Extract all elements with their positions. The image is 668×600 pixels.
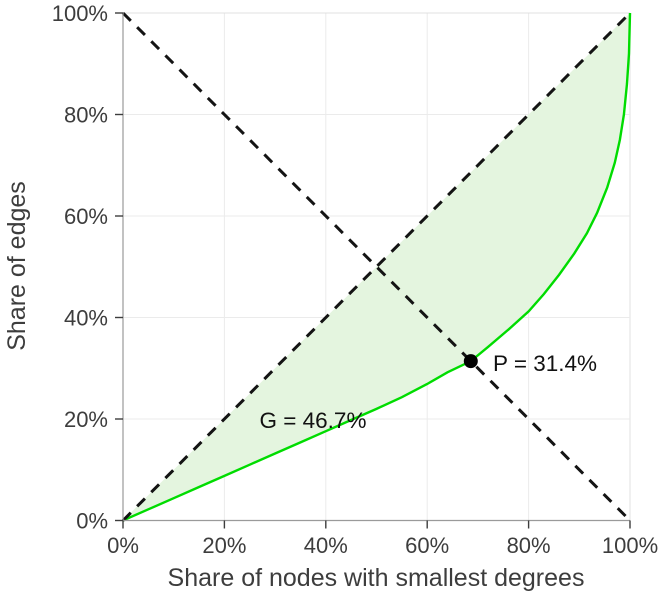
x-tick-label: 20% — [202, 533, 246, 558]
y-tick-label: 0% — [76, 509, 108, 534]
lorenz-curve-share-of-edges-line — [122, 12, 632, 522]
p-index-point-marker — [463, 354, 478, 369]
marker-layer — [463, 354, 478, 369]
x-tick-label: 60% — [405, 533, 449, 558]
tick-labels-layer: 0% 20% 40% 60% 80% 100% 0% 20% 40% 60% 80% 100% — [52, 1, 658, 558]
gridlines-layer — [123, 12, 631, 521]
axes-layer — [115, 12, 631, 529]
series-layer — [121, 11, 632, 522]
x-axis-label: Share of nodes with smallest degrees — [168, 564, 585, 592]
gini-value-annotation: G = 46.7% — [260, 408, 367, 433]
y-tick-label: 80% — [64, 103, 108, 128]
y-tick-label: 40% — [64, 306, 108, 331]
y-tick-label: 100% — [52, 1, 108, 26]
x-tick-label: 0% — [107, 533, 139, 558]
p-index-annotation: P = 31.4% — [493, 351, 597, 376]
x-tick-label: 80% — [507, 533, 551, 558]
x-tick-label: 40% — [304, 533, 348, 558]
gini-area-fill-layer — [123, 13, 630, 521]
y-tick-label: 60% — [64, 204, 108, 229]
y-axis-label: Share of edges — [3, 181, 31, 351]
y-tick-label: 20% — [64, 407, 108, 432]
gini-area-fill — [123, 13, 630, 521]
x-tick-label: 100% — [602, 533, 658, 558]
